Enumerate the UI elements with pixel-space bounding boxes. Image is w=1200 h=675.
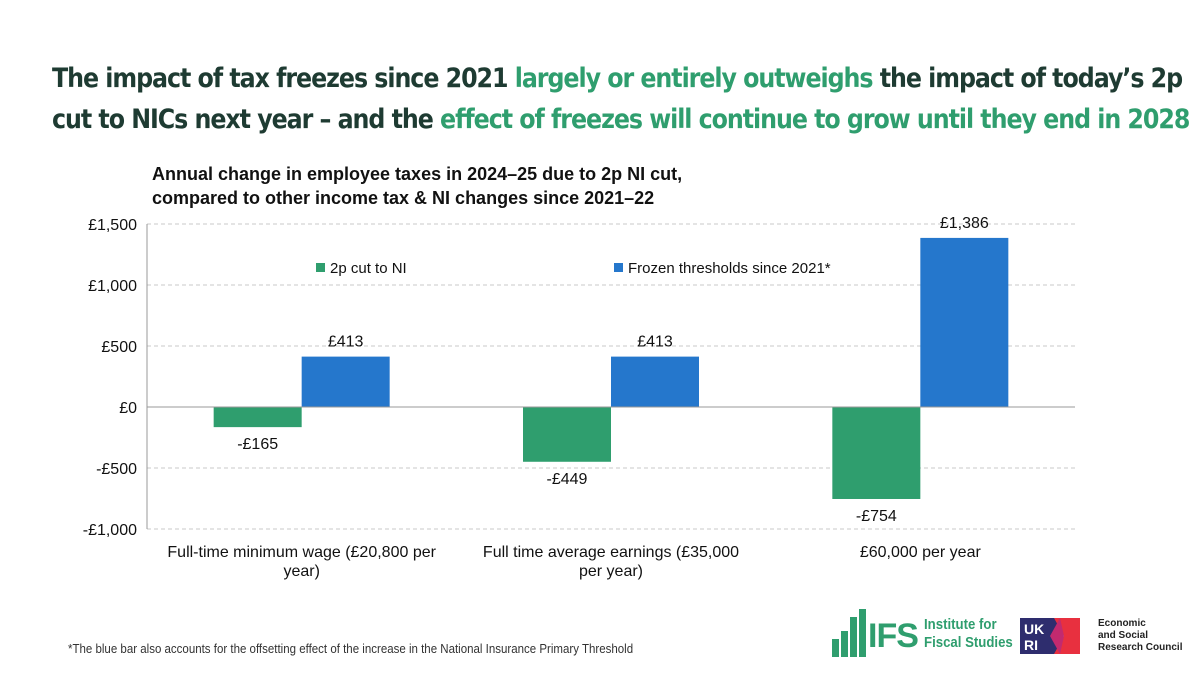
x-tick-label: £60,000 per year [860, 544, 982, 561]
data-label: -£449 [547, 471, 588, 488]
ifs-name: Institute for Fiscal Studies [924, 616, 1013, 652]
y-tick-label: -£1,000 [83, 522, 137, 539]
bar-frozen-thresholds [611, 356, 699, 407]
headline-highlight-1: largely or entirely outweighs [514, 63, 874, 94]
y-tick-label: £1,500 [88, 217, 137, 234]
legend-label: Frozen thresholds since 2021* [628, 260, 831, 277]
headline-text-1: The impact of tax freezes since 2021 [52, 63, 515, 94]
bar-frozen-thresholds [301, 356, 390, 407]
chart-title-line-2: compared to other income tax & NI change… [152, 188, 655, 208]
bar-ni-cut [523, 407, 611, 462]
headline: The impact of tax freezes since 2021 lar… [52, 58, 1190, 140]
data-label: -£165 [237, 436, 278, 453]
headline-text-3: cut to NICs next year – and the [52, 104, 441, 135]
chart-title: Annual change in employee taxes in 2024–… [152, 162, 682, 210]
ifs-wordmark: IFS [868, 617, 919, 655]
esrc-line-3: Research Council [1098, 642, 1183, 653]
esrc-line-2: and Social [1098, 630, 1149, 641]
legend-swatch [316, 263, 325, 272]
data-label: £413 [328, 334, 364, 351]
y-tick-label: £1,000 [88, 278, 137, 295]
data-label: -£754 [856, 508, 897, 525]
chart-title-line-1: Annual change in employee taxes in 2024–… [152, 164, 683, 184]
esrc-name: Economic and Social Research Council [1098, 618, 1193, 654]
ukri-mark-top: UK [1024, 621, 1044, 637]
ukri-logo-icon: UK RI [1020, 618, 1080, 654]
x-tick-label: Full time average earnings (£35,000 [483, 544, 739, 561]
esrc-line-1: Economic [1098, 618, 1146, 629]
bar-ni-cut [832, 407, 921, 499]
x-tick-label: Full-time minimum wage (£20,800 per [167, 544, 436, 561]
ifs-bars-icon [832, 609, 866, 657]
y-tick-label: £0 [119, 400, 137, 417]
legend-swatch [614, 263, 623, 272]
bar-frozen-thresholds [920, 237, 1009, 407]
y-tick-label: £500 [101, 339, 137, 356]
ifs-name-line-1: Institute for [924, 616, 997, 633]
y-tick-label: -£500 [96, 461, 137, 478]
ifs-logo: IFS Institute for Fiscal Studies [832, 605, 1013, 660]
headline-line-1: The impact of tax freezes since 2021 lar… [52, 58, 1183, 99]
headline-text-2: the impact of today’s 2p [872, 63, 1183, 94]
data-label: £413 [637, 334, 673, 351]
headline-line-2: cut to NICs next year – and the effect o… [52, 99, 1190, 140]
data-label: £1,386 [940, 215, 989, 232]
footnote: *The blue bar also accounts for the offs… [68, 642, 634, 656]
legend-label: 2p cut to NI [330, 260, 407, 277]
x-tick-label: per year) [579, 563, 643, 580]
x-tick-label: year) [283, 563, 319, 580]
ifs-name-line-2: Fiscal Studies [924, 634, 1013, 651]
ukri-mark-bottom: RI [1024, 637, 1038, 653]
headline-highlight-2: effect of freezes will continue to grow … [440, 104, 1190, 135]
bar-ni-cut [213, 407, 302, 428]
